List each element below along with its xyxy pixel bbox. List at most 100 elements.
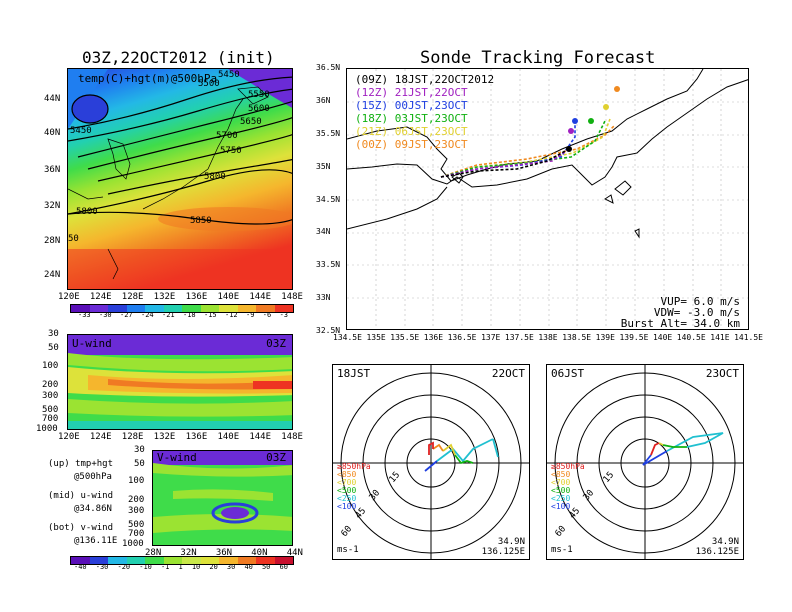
colorbar-swatch	[108, 305, 127, 312]
lon-tick: 136E	[185, 432, 208, 442]
colorbar-swatch	[256, 305, 275, 312]
hodo-right-time: 06JST	[551, 367, 585, 380]
lon-tick: 139E	[595, 333, 615, 342]
hodo-lon: 136.125E	[695, 547, 739, 557]
hodo-legend-item: <250	[337, 494, 357, 503]
hodo-left-date: 22OCT	[491, 367, 525, 380]
colorbar-swatch	[237, 305, 256, 312]
hodo-legend-item: ≥850hPa	[337, 462, 371, 471]
colorbar-swatch	[182, 305, 201, 312]
p-tick: 30	[48, 329, 59, 339]
legend-note-line: (bot) v-wind	[48, 523, 114, 533]
wind-tick: -10	[139, 563, 152, 571]
lon-tick: 141E	[710, 333, 730, 342]
p-tick: 700	[128, 529, 145, 539]
temp-tick: -24	[141, 311, 154, 319]
legend-note-line: @136.11E	[74, 536, 118, 546]
lon-tick: 140E	[217, 292, 240, 302]
p-tick: 300	[128, 506, 145, 516]
colorbar-swatch	[145, 557, 164, 564]
track-legend-item: (09Z) 18JST,22OCT2012	[355, 73, 495, 86]
track-legend: (09Z) 18JST,22OCT2012 (12Z) 21JST,22OCT …	[355, 73, 494, 151]
lat-tick: 35N	[316, 161, 331, 171]
hodo-legend-item: <100	[337, 502, 357, 511]
colorbar-swatch	[200, 557, 219, 564]
hodo-legend-item: ≥850hPa	[551, 462, 585, 471]
wind-tick: 10	[191, 563, 201, 571]
hodo-lon: 136.125E	[481, 547, 525, 557]
lon-tick: 148E	[281, 292, 303, 302]
lat-tick: 36.5N	[316, 63, 341, 72]
contour-label: 5700	[216, 131, 238, 141]
lat-tick: 36N	[215, 548, 233, 558]
temp-colorbar-labels: -33 -30 -27 -24 -21 -18 -15 -12 -9 -6 -3	[78, 311, 288, 319]
hodo-legend-item: <850	[551, 470, 571, 479]
hodograph-right: 15 30 45 60 06JST 23OCT ms-1 34.9N 136.1…	[546, 364, 744, 560]
colorbar-swatch	[163, 305, 182, 312]
ring-label: 60	[340, 524, 355, 539]
lon-tick: 132E	[153, 432, 176, 442]
lat-tick: 32N	[180, 548, 197, 558]
hodo-right-location: 34.9N 136.125E	[696, 537, 739, 557]
contour-label: 5650	[240, 117, 262, 127]
contour-label: 5550	[248, 90, 270, 100]
hodograph-left: 15 30 45 60 18JST 22OCT ms-1 34.9N 136.1…	[332, 364, 530, 560]
p-tick: 500	[128, 520, 145, 530]
map-500hpa-field: 5450 5500 5550 5600 5650 5700 5750 5800 …	[68, 69, 292, 289]
lon-tick: 135E	[366, 333, 386, 342]
track-legend-item: (12Z) 21JST,22OCT	[355, 86, 468, 99]
wind-colorbar	[70, 556, 294, 565]
temp-tick: -6	[262, 311, 272, 319]
track-map	[347, 69, 748, 329]
colorbar-swatch	[89, 305, 108, 312]
wind-colorbar-labels: -40 -30 -20 -10 -1 1 10 20 30 40 50 60	[74, 563, 288, 571]
colorbar-swatch	[219, 305, 238, 312]
legend-note-up: (up) tmp+hgt @500hPa	[48, 458, 113, 484]
lon-tick: 135.5E	[390, 333, 420, 342]
contour-label: 5450	[70, 126, 92, 136]
colorbar-swatch	[274, 305, 293, 312]
lon-tick: 144E	[249, 292, 272, 302]
p-tick: 200	[128, 495, 145, 505]
hodo-legend-item: <700	[337, 478, 357, 487]
lon-tick: 140E	[217, 432, 240, 442]
hodo-left-time: 18JST	[337, 367, 371, 380]
param-vup: VUP= 6.0 m/s	[660, 295, 740, 308]
p-tick: 100	[42, 361, 59, 371]
lon-tick: 137E	[481, 333, 501, 342]
lon-tick: 140E	[652, 333, 673, 342]
track-legend-item: (15Z) 00JST,23OCT	[355, 99, 468, 112]
lon-tick: 141.5E	[734, 333, 763, 342]
track-legend-item: (00Z) 09JST,23OCT	[355, 138, 468, 151]
lon-tick: 136E	[423, 333, 444, 342]
lat-tick: 36N	[316, 95, 331, 105]
lon-tick: 144E	[249, 432, 272, 442]
wind-tick: 60	[279, 563, 288, 571]
param-burst: Burst Alt= 34.0 km	[620, 317, 740, 330]
uwind-lon-ticks: 120E 124E 128E 132E 136E 140E 144E 148E	[58, 432, 303, 442]
lat-tick: 28N	[145, 548, 162, 558]
legend-note-line: @34.86N	[74, 504, 112, 514]
wind-tick: 1	[178, 563, 183, 571]
temp-tick: -9	[246, 311, 255, 319]
lon-tick: 134.5E	[333, 333, 362, 342]
lat-tick: 32N	[44, 201, 61, 211]
lat-tick: 34N	[316, 227, 331, 237]
colorbar-swatch	[256, 557, 275, 564]
lat-tick: 40N	[251, 548, 268, 558]
hodo-right-date: 23OCT	[705, 367, 739, 380]
uwind-panel: U-wind 03Z	[67, 334, 293, 430]
uwind-time: 03Z	[266, 337, 286, 350]
lon-tick: 148E	[281, 432, 303, 442]
hodo-legend-item: <100	[551, 502, 571, 511]
hodo-legend-item: <500	[337, 486, 357, 495]
temp-tick: -15	[204, 311, 217, 319]
lon-tick: 136E	[185, 292, 208, 302]
lat-tick: 40N	[44, 128, 61, 138]
temp-tick: -27	[120, 311, 133, 319]
param-vdw: VDW= -3.0 m/s	[653, 306, 740, 319]
p-tick: 700	[42, 414, 59, 424]
left-title: 03Z,22OCT2012 (init)	[82, 48, 275, 67]
map-lon-ticks: 120E 124E 128E 132E 136E 140E 144E 148E	[58, 292, 303, 302]
lat-tick: 36N	[44, 165, 61, 175]
